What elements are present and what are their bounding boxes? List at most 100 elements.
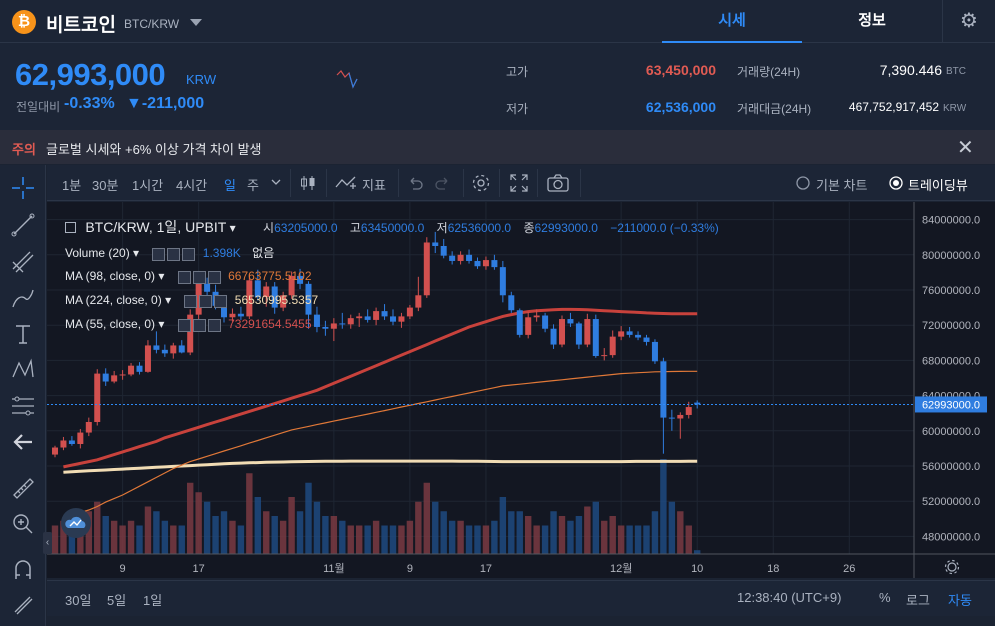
camera-icon[interactable] (547, 174, 569, 192)
magnet-icon[interactable] (8, 555, 38, 585)
ruler-icon[interactable] (8, 473, 38, 503)
volume-bar (102, 516, 109, 554)
candle-body (559, 319, 565, 345)
candle-body (542, 315, 549, 329)
candle-body (575, 323, 582, 345)
volume-study-name[interactable]: Volume (20) (65, 246, 130, 260)
candle-body (288, 275, 295, 296)
close-icon[interactable] (214, 294, 228, 308)
change-amount: ▼-211,000 (126, 95, 205, 112)
tab-info[interactable]: 정보 (858, 12, 886, 29)
brush-icon[interactable] (8, 283, 38, 313)
volume-bar (237, 525, 245, 554)
gear-icon[interactable] (167, 247, 181, 261)
gear-icon[interactable] (192, 270, 206, 284)
interval-4h[interactable]: 4시간 (176, 178, 208, 193)
volume-bar (584, 506, 591, 554)
log-toggle[interactable]: 로그 (906, 593, 930, 608)
radio-tradingview[interactable] (889, 176, 903, 190)
coin-pair[interactable]: BTC/KRW (124, 17, 180, 31)
pattern-icon[interactable] (8, 355, 38, 385)
tab-price[interactable]: 시세 (662, 0, 802, 43)
close-icon[interactable] (182, 247, 196, 261)
gear-icon[interactable]: ⚙ (942, 0, 995, 43)
range-1d[interactable]: 1일 (143, 593, 163, 608)
undo-icon[interactable] (407, 175, 423, 191)
fullscreen-icon[interactable] (510, 174, 528, 192)
trend-line-icon[interactable] (8, 210, 38, 240)
coin-name[interactable]: 비트코인 (46, 15, 116, 36)
timezone-clock[interactable]: 12:38:40 (UTC+9) (737, 590, 842, 605)
volume-bar (339, 520, 346, 554)
chart-area[interactable]: 84000000.0 80000000.0 76000000.0 72000000.0… (43, 202, 995, 578)
chevron-down-icon[interactable] (271, 179, 281, 187)
candle-body (313, 314, 320, 327)
text-icon[interactable] (8, 319, 38, 349)
basic-chart-label[interactable]: 기본 차트 (816, 178, 868, 193)
candle-body (533, 315, 540, 318)
range-5d[interactable]: 5일 (107, 593, 127, 608)
close-icon[interactable]: ✕ (957, 137, 974, 159)
volume-label: 거래량(24H) (737, 65, 801, 79)
volume-bar (558, 516, 566, 554)
percent-toggle[interactable]: % (879, 590, 891, 605)
close-icon[interactable] (207, 318, 221, 332)
interval-1m[interactable]: 1분 (62, 178, 82, 193)
tradingview-label[interactable]: 트레이딩뷰 (908, 178, 968, 193)
gear-icon[interactable] (199, 294, 213, 308)
candle-body (111, 375, 118, 382)
eye-icon[interactable] (177, 270, 191, 284)
volume-bar (525, 516, 532, 554)
radio-basic-chart[interactable] (796, 176, 810, 190)
lock-drawings-icon[interactable] (8, 590, 38, 620)
back-arrow-icon[interactable] (8, 427, 38, 457)
ma98-name[interactable]: MA (98, close, 0) (65, 269, 156, 283)
volume-bar (161, 520, 169, 554)
candles-icon[interactable] (299, 174, 317, 192)
x-tick-label: 18 (767, 563, 779, 575)
volume-bar (508, 511, 515, 554)
y-tick-label: 56000000.0 (922, 461, 980, 473)
candle-body (651, 341, 658, 362)
candle-body (694, 402, 701, 405)
zoom-in-icon[interactable] (8, 509, 38, 539)
moving-averages (63, 307, 698, 521)
pitchfork-icon[interactable] (8, 247, 38, 277)
fib-retracement-icon[interactable] (8, 391, 38, 421)
eye-icon[interactable] (177, 318, 191, 332)
eye-icon[interactable] (152, 247, 166, 261)
high-label: 고가 (506, 65, 529, 79)
x-tick-label: 11월 (323, 562, 345, 575)
ma224-legend: MA (224, close, 0) ▾ 56530995.5357 (65, 293, 319, 308)
range-30d[interactable]: 30일 (65, 593, 92, 608)
axis-settings-icon (944, 559, 960, 575)
indicators-icon[interactable] (335, 174, 357, 192)
symbol-label[interactable]: BTC/KRW, 1일, UPBIT (85, 219, 227, 235)
chevron-down-icon[interactable] (190, 19, 202, 26)
eye-icon[interactable] (184, 294, 198, 308)
interval-1d[interactable]: 일 (224, 178, 236, 193)
volume-bar (465, 525, 473, 554)
auto-scale-toggle[interactable]: 자동 (948, 593, 972, 608)
tradingview-logo[interactable] (61, 508, 91, 538)
crosshair-icon[interactable] (8, 173, 38, 203)
candle-body (398, 316, 405, 322)
indicators-button[interactable]: 지표 (362, 178, 386, 193)
close-icon[interactable] (207, 270, 221, 284)
gear-icon[interactable] (471, 173, 491, 193)
interval-1w[interactable]: 주 (247, 178, 259, 193)
collapse-toolbar-handle[interactable]: ‹ (43, 532, 52, 554)
redo-icon[interactable] (435, 175, 451, 191)
candle-body (322, 326, 329, 329)
collapse-legend-icon[interactable] (65, 222, 76, 233)
price-chart[interactable]: 84000000.0 80000000.0 76000000.0 72000000.0… (47, 202, 995, 578)
high-value: 63,450,000 (645, 62, 716, 78)
candle-body (77, 432, 84, 444)
ma55-name[interactable]: MA (55, close, 0) (65, 317, 156, 331)
candle-body (390, 316, 396, 322)
ma224-name[interactable]: MA (224, close, 0) (65, 293, 162, 307)
gear-icon[interactable] (192, 318, 206, 332)
interval-1h[interactable]: 1시간 (132, 178, 164, 193)
candle-body (161, 349, 168, 354)
interval-30m[interactable]: 30분 (92, 178, 119, 193)
